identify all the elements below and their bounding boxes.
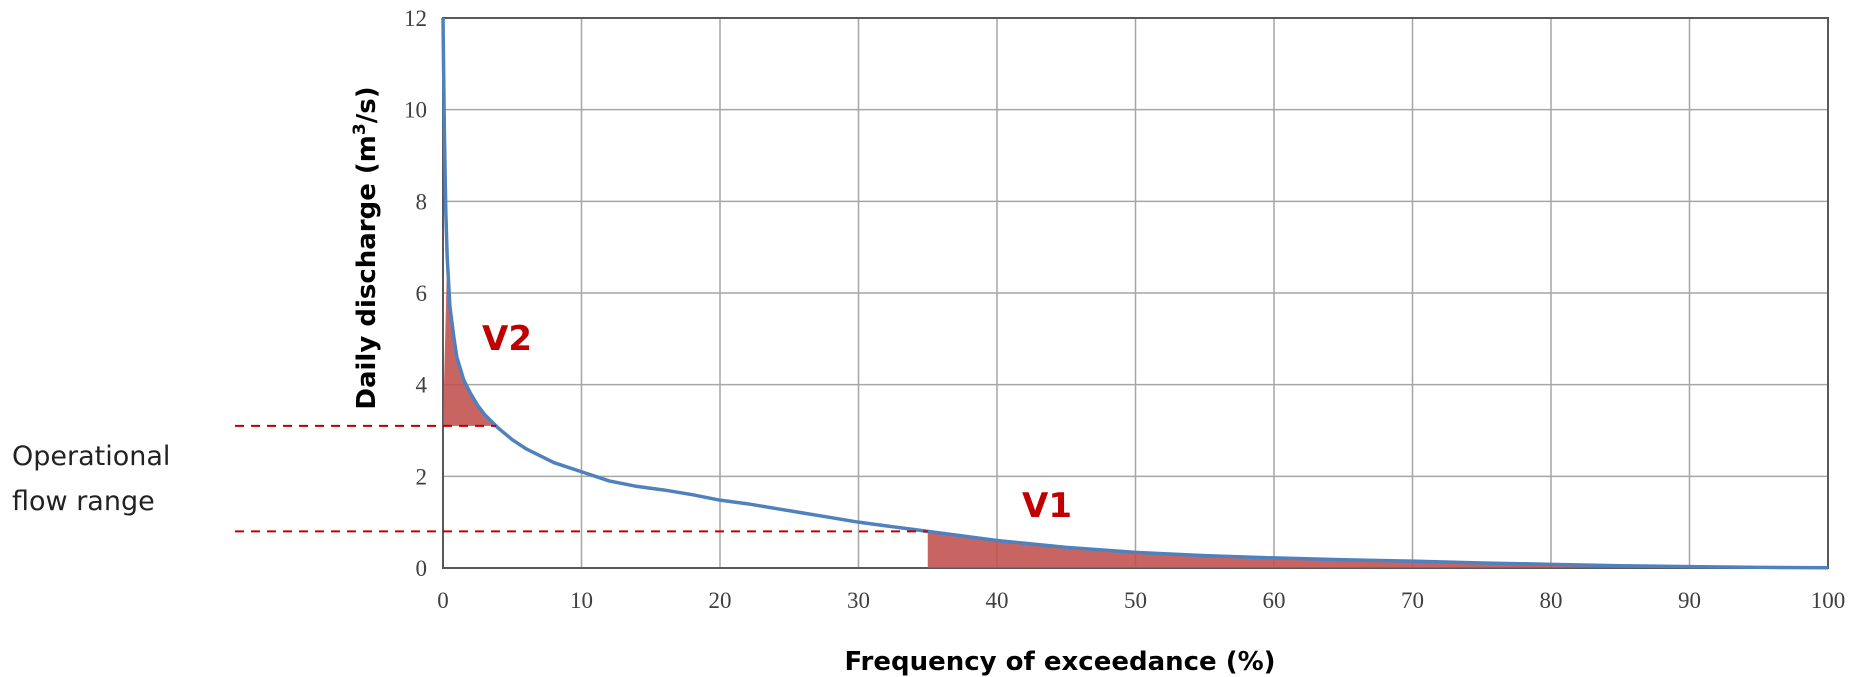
discharge-curve: [441, 17, 1829, 570]
y-axis-title-end: /s): [352, 86, 382, 123]
v1-area: [927, 531, 1828, 568]
x-axis-title: Frequency of exceedance (%): [844, 647, 1275, 677]
tick-labels: 0 10 20 30 40 50 60 70 80 90 100 0 2 4 6 8 10 12: [404, 6, 1845, 613]
y-tick-label: 10: [404, 98, 427, 123]
v1-label: V1: [1022, 486, 1072, 526]
operational-label-line2: flow range: [12, 486, 155, 517]
x-tick-label: 0: [437, 588, 449, 613]
x-tick-label: 70: [1401, 588, 1424, 613]
v2-label: V2: [482, 319, 532, 359]
x-tick-label: 10: [570, 588, 593, 613]
volume-fills: [443, 256, 1828, 568]
y-tick-label: 6: [416, 281, 428, 306]
y-tick-label: 4: [416, 373, 428, 398]
x-tick-label: 80: [1540, 588, 1563, 613]
y-tick-label: 12: [404, 6, 427, 31]
grid-lines: [442, 17, 1829, 569]
y-axis-title-main: Daily discharge (m: [352, 135, 382, 410]
x-tick-label: 30: [847, 588, 870, 613]
y-tick-label: 2: [416, 464, 428, 489]
x-tick-label: 50: [1124, 588, 1147, 613]
curve-layer: [441, 17, 1829, 570]
y-tick-label: 8: [416, 189, 428, 214]
y-axis-title: Daily discharge (m3/s): [350, 86, 382, 409]
x-tick-label: 60: [1263, 588, 1286, 613]
x-tick-label: 90: [1678, 588, 1701, 613]
x-tick-label: 100: [1811, 588, 1846, 613]
v2-area: [443, 256, 497, 426]
operational-label-line1: Operational: [12, 441, 170, 472]
threshold-lines: [235, 424, 928, 533]
x-tick-label: 20: [709, 588, 732, 613]
x-tick-label: 40: [986, 588, 1009, 613]
y-tick-label: 0: [416, 556, 428, 581]
y-axis-title-sup: 3: [350, 123, 370, 135]
